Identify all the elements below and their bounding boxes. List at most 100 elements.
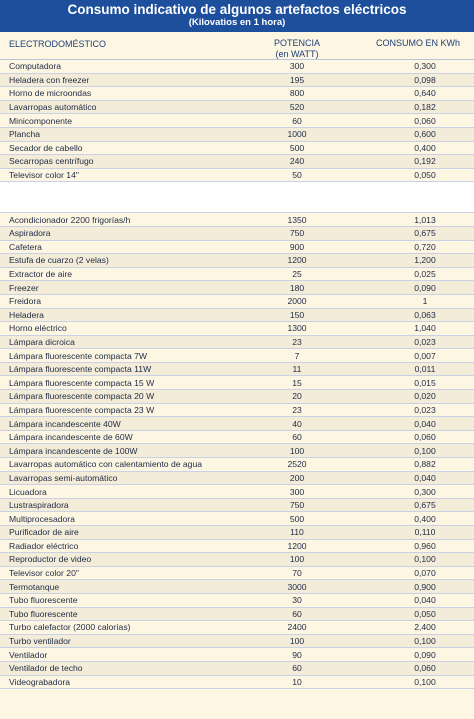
appliance-name: Televisor color 14" [9, 170, 79, 181]
appliance-name: Secarropas centrífugo [9, 156, 94, 167]
appliance-name: Computadora [9, 61, 62, 72]
table-row: Lustraspiradora 750 0,675 [0, 498, 474, 513]
power-value: 1200 [287, 540, 307, 551]
appliance-name: Lámpara fluorescente compacta 23 W [9, 404, 155, 415]
power-value: 180 [289, 282, 305, 293]
consumption-value: 0,100 [414, 554, 436, 565]
appliance-name: Acondicionador 2200 frigorías/h [9, 214, 131, 225]
table-row: Extractor de aire 25 0,025 [0, 268, 474, 282]
table-row: Multiprocesadora 500 0,400 [0, 512, 474, 526]
table-row: Ventilador de techo 60 0,060 [0, 661, 474, 676]
power-value: 23 [292, 404, 302, 415]
appliance-name: Lámpara fluorescente compacta 11W [9, 364, 152, 375]
power-value: 25 [292, 269, 302, 280]
table-group-1: Computadora 300 0,300 Heladera con freezer 1… [0, 60, 474, 183]
appliance-name: Lámpara incandescente de 100W [9, 445, 138, 456]
table-row: Lavarropas semi-automático 200 0,040 [0, 471, 474, 486]
page-title: Consumo indicativo de algunos artefactos… [67, 2, 407, 17]
table-row: Lavarropas automático con calentamiento … [0, 458, 474, 472]
table-row: Radiador eléctrico 1200 0,960 [0, 540, 474, 554]
table-row: Tubo fluorescente 60 0,050 [0, 607, 474, 622]
table-row: Plancha 1000 0,600 [0, 127, 474, 142]
column-headers: ELECTRODOMÉSTICO POTENCIA (en WATT) CONS… [0, 32, 474, 60]
power-value: 20 [292, 391, 302, 402]
power-value: 50 [292, 170, 302, 181]
table-row: Cafetera 900 0,720 [0, 241, 474, 255]
table-row: Licuadora 300 0,300 [0, 485, 474, 499]
consumption-value: 0,675 [414, 228, 436, 239]
table-row: Televisor color 20" 70 0,070 [0, 567, 474, 581]
table-header-banner: Consumo indicativo de algunos artefactos… [0, 0, 474, 32]
consumption-value: 0,900 [414, 581, 436, 592]
appliance-name: Freezer [9, 282, 39, 293]
appliance-name: Lámpara incandescente de 60W [9, 432, 133, 443]
column-header-power-label: POTENCIA [273, 38, 320, 48]
appliance-name: Lavarropas semi-automático [9, 472, 118, 483]
power-value: 520 [289, 102, 305, 113]
appliance-name: Secador de cabello [9, 142, 83, 153]
power-value: 240 [289, 156, 305, 167]
appliance-name: Termotanque [9, 581, 60, 592]
appliance-name: Multiprocesadora [9, 513, 75, 524]
consumption-value: 2,400 [414, 622, 436, 633]
consumption-value: 0,300 [414, 486, 436, 497]
table-row: Purificador de aire 110 0,110 [0, 526, 474, 540]
consumption-value: 0,098 [414, 74, 436, 85]
consumption-value: 0,110 [414, 527, 436, 538]
table-row: Freidora 2000 1 [0, 295, 474, 309]
table-row: Lámpara fluorescente compacta 23 W 23 0,02… [0, 404, 474, 418]
consumption-value: 0,040 [414, 595, 436, 606]
power-value: 7 [294, 350, 300, 361]
consumption-value: 0,100 [414, 636, 436, 647]
appliance-name: Lámpara incandescente 40W [9, 418, 121, 429]
consumption-value: 0,025 [414, 269, 436, 280]
table-row: Estufa de cuarzo (2 velas) 1200 1,200 [0, 254, 474, 268]
appliance-name: Lavarropas automático con calentamiento … [9, 459, 203, 470]
power-value: 300 [289, 486, 305, 497]
power-value: 15 [292, 377, 302, 388]
consumption-value: 0,040 [414, 418, 436, 429]
power-value: 1350 [287, 214, 307, 225]
power-value: 500 [289, 513, 305, 524]
power-value: 195 [289, 74, 305, 85]
table-row: Computadora 300 0,300 [0, 60, 474, 74]
appliance-name: Reproductor de video [9, 554, 92, 565]
consumption-value: 1,200 [414, 255, 436, 266]
consumption-value: 0,640 [414, 88, 436, 99]
table-row: Acondicionador 2200 frigorías/h 1350 1,013 [0, 213, 474, 227]
table-row: Lavarropas automático 520 0,182 [0, 100, 474, 115]
consumption-value: 0,090 [414, 282, 436, 293]
power-value: 750 [289, 500, 305, 511]
power-value: 500 [289, 142, 305, 153]
column-header-appliance: ELECTRODOMÉSTICO [9, 39, 107, 49]
power-value: 40 [292, 418, 302, 429]
table-row: Lámpara incandescente 40W 40 0,040 [0, 417, 474, 431]
appliance-name: Turbo ventilador [9, 636, 71, 647]
power-value: 90 [292, 649, 302, 660]
consumption-value: 0,011 [414, 364, 436, 375]
consumption-value: 0,675 [414, 500, 436, 511]
table-row: Reproductor de video 100 0,100 [0, 553, 474, 567]
table-row: Freezer 180 0,090 [0, 281, 474, 295]
consumption-value: 0,192 [414, 156, 436, 167]
table-row: Horno de microondas 800 0,640 [0, 87, 474, 101]
power-value: 70 [292, 568, 302, 579]
power-value: 2400 [287, 622, 307, 633]
consumption-value: 0,882 [414, 459, 436, 470]
appliance-name: Horno de microondas [9, 88, 92, 99]
appliance-name: Ventilador de techo [9, 663, 83, 674]
table-row: Turbo ventilador 100 0,100 [0, 634, 474, 649]
appliance-name: Televisor color 20" [9, 568, 79, 579]
consumption-value: 0,100 [414, 676, 436, 687]
table-row: Lámpara incandescente de 60W 60 0,060 [0, 431, 474, 445]
power-value: 11 [292, 364, 302, 375]
table-row: Lámpara fluorescente compacta 20 W 20 0,02… [0, 390, 474, 404]
table-row: Heladera con freezer 195 0,098 [0, 73, 474, 88]
appliance-name: Lámpara fluorescente compacta 15 W [9, 377, 155, 388]
appliance-name: Horno eléctrico [9, 323, 67, 334]
power-value: 2000 [287, 296, 307, 307]
appliance-name: Plancha [9, 129, 41, 140]
table-row: Minicomponente 60 0,060 [0, 114, 474, 128]
appliance-name: Radiador eléctrico [9, 540, 79, 551]
appliance-name: Purificador de aire [9, 527, 79, 538]
